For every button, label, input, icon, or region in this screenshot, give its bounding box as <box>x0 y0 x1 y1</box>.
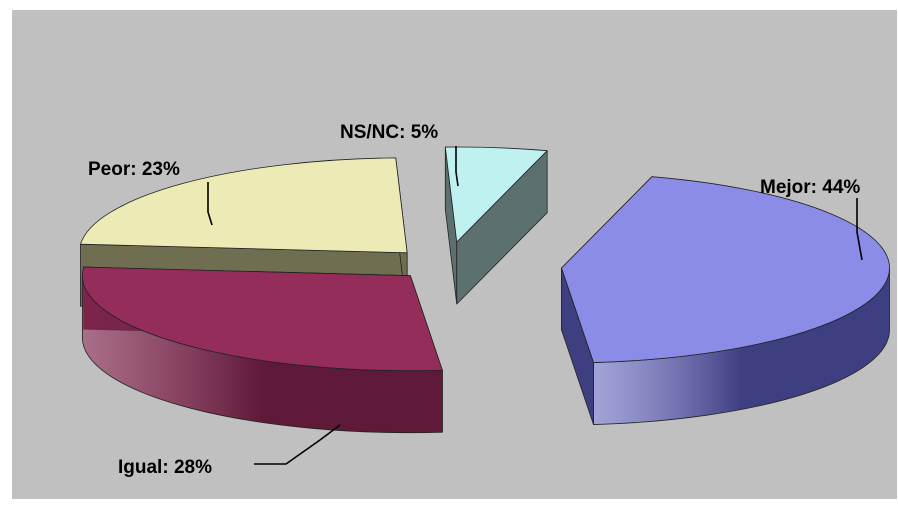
leader-line-mejor <box>856 198 863 261</box>
leader-line-ns-nc <box>455 146 459 187</box>
pie-slice-igual <box>81 266 443 434</box>
pie-slice-ns-nc <box>444 146 548 305</box>
data-label-peor: Peor: 23% <box>88 159 180 180</box>
pie-slice-top-peor <box>80 157 408 254</box>
pie-slice-mejor <box>561 176 890 425</box>
pie-slice-top-igual <box>81 266 443 372</box>
data-label-igual: Igual: 28% <box>118 457 212 478</box>
data-label-ns-nc: NS/NC: 5% <box>340 122 438 143</box>
pie-slice-top-ns-nc <box>444 146 548 243</box>
data-label-mejor: Mejor: 44% <box>760 177 860 198</box>
leader-line-igual <box>254 424 341 465</box>
leader-line-peor <box>207 182 213 226</box>
pie-slice-top-mejor <box>561 176 890 363</box>
